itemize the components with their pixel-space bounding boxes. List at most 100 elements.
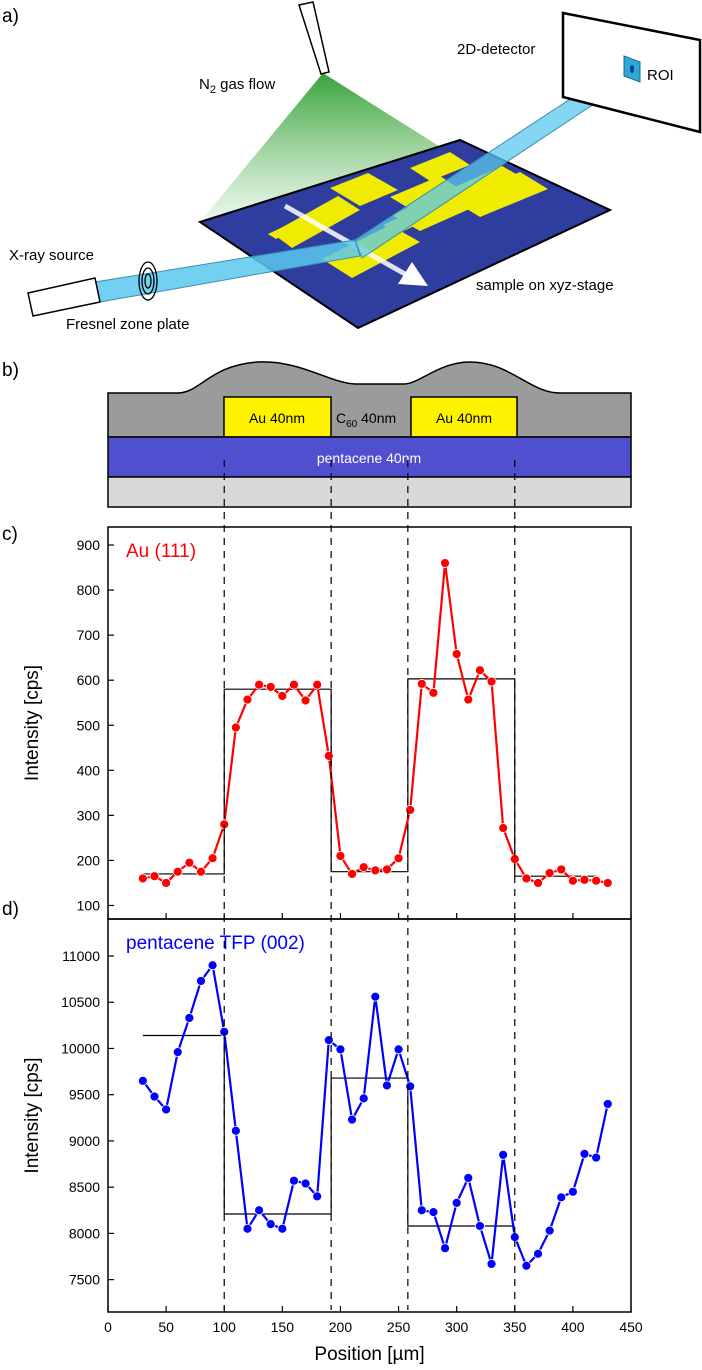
gas-flow-label: N2 gas flow — [199, 76, 275, 96]
data-point-d — [475, 1221, 485, 1231]
data-point-c — [486, 676, 497, 687]
data-point-c — [323, 750, 334, 761]
x-tick-label-d: 400 — [561, 1319, 585, 1335]
data-point-d — [265, 1219, 276, 1230]
data-point-c — [405, 805, 416, 815]
data-point-c — [289, 679, 299, 690]
data-point-c — [440, 558, 450, 568]
data-point-c — [533, 878, 543, 888]
data-point-c — [277, 691, 288, 701]
au-electrode-right — [410, 396, 518, 438]
roi-spot — [630, 65, 634, 73]
data-point-d — [521, 1260, 532, 1271]
data-point-c — [567, 875, 578, 886]
x-tick-label-d: 300 — [445, 1319, 469, 1335]
chart-pentacene-tfp: 7500 8000 8500 9000 9500 10000 10500 11000 0 50 10… — [22, 918, 643, 1365]
data-point-c — [602, 878, 613, 888]
detector-label: 2D-detector — [457, 41, 535, 58]
data-point-d — [556, 1192, 567, 1203]
plot-frame-d — [107, 918, 632, 1313]
data-point-d — [172, 1047, 183, 1058]
y-tick-label-c: 900 — [77, 537, 101, 553]
data-point-d — [149, 1091, 160, 1102]
data-point-c — [300, 695, 311, 706]
data-point-c — [230, 722, 241, 733]
y-tick-label-d: 8500 — [69, 1179, 100, 1195]
scan-arrow-icon — [398, 262, 428, 286]
panel-label-b: b) — [2, 360, 19, 381]
data-point-c — [544, 868, 555, 878]
data-point-d — [567, 1186, 578, 1197]
data-point-c — [242, 694, 253, 705]
y-axis-label-c: Intensity [cps] — [22, 665, 43, 781]
au-left-label: Au 40nm — [249, 410, 305, 426]
data-point-c — [591, 875, 602, 886]
data-point-d — [277, 1223, 288, 1234]
y-tick-label-c: 800 — [77, 582, 101, 598]
data-point-d — [230, 1125, 241, 1136]
panel-a-schematic: a) N2 gas flow X-ray source — [2, 1, 702, 333]
series-line-d — [141, 962, 609, 1268]
data-point-d — [451, 1197, 462, 1208]
data-point-c — [370, 865, 381, 876]
data-point-c — [137, 873, 148, 884]
y-tick-label-d: 9000 — [69, 1133, 100, 1149]
data-point-d — [358, 1093, 369, 1104]
au-electrode-left — [223, 396, 332, 438]
data-point-d — [347, 1114, 357, 1125]
data-point-c — [161, 878, 172, 888]
x-tick-label-d: 150 — [271, 1319, 295, 1335]
y-tick-label-d: 9500 — [69, 1087, 100, 1103]
data-point-c — [265, 682, 276, 692]
data-point-c — [451, 649, 462, 659]
data-point-d — [591, 1152, 602, 1163]
data-point-d — [544, 1225, 555, 1236]
data-point-c — [172, 866, 183, 877]
panel-b-cross-section: b) Au 40nm Au 40nm C60 40nm pentacene 40… — [2, 360, 632, 508]
data-point-d — [579, 1148, 590, 1159]
data-point-c — [149, 871, 160, 882]
step-fit-line-c — [142, 678, 597, 877]
data-point-d — [428, 1207, 439, 1218]
panel-label-d: d) — [2, 899, 19, 920]
x-axis-label: Position [µm] — [314, 1344, 424, 1365]
x-tick-label-d: 50 — [158, 1319, 174, 1335]
y-tick-label-d: 11000 — [62, 948, 100, 964]
data-point-c — [521, 873, 532, 884]
data-point-d — [137, 1075, 148, 1086]
pentacene-label: pentacene 40nm — [317, 450, 421, 466]
y-tick-label-d: 10500 — [61, 994, 100, 1010]
data-point-d — [300, 1178, 311, 1189]
y-tick-label-c: 200 — [77, 852, 101, 868]
data-point-c — [428, 687, 439, 698]
data-point-c — [196, 866, 206, 877]
data-point-c — [254, 679, 264, 690]
data-point-c — [393, 853, 404, 864]
data-point-d — [207, 960, 218, 971]
data-point-c — [475, 665, 485, 676]
data-point-c — [347, 869, 357, 879]
x-tick-label-d: 250 — [387, 1319, 411, 1335]
chart-title-d: pentacene TFP (002) — [126, 933, 305, 954]
data-point-d — [533, 1248, 543, 1259]
au-right-label: Au 40nm — [436, 410, 492, 426]
c60-label: C60 40nm — [336, 410, 396, 430]
y-tick-label-c: 300 — [77, 807, 101, 823]
data-point-c — [335, 851, 346, 861]
data-point-d — [196, 976, 206, 986]
y-tick-label-d: 8000 — [69, 1225, 100, 1241]
x-tick-label-d: 200 — [329, 1319, 353, 1335]
panel-label-c: c) — [2, 524, 18, 545]
data-point-d — [405, 1081, 416, 1092]
data-point-d — [382, 1080, 392, 1091]
data-point-d — [440, 1243, 450, 1254]
electrode-edge-guides — [223, 460, 516, 1310]
x-tick-label-d: 100 — [213, 1319, 237, 1335]
data-point-d — [289, 1175, 299, 1186]
data-point-d — [242, 1223, 253, 1234]
gas-flow-cone — [200, 73, 480, 222]
x-tick-label-d: 0 — [104, 1319, 112, 1335]
data-point-d — [323, 1035, 334, 1046]
x-tick-label-d: 450 — [619, 1319, 643, 1335]
